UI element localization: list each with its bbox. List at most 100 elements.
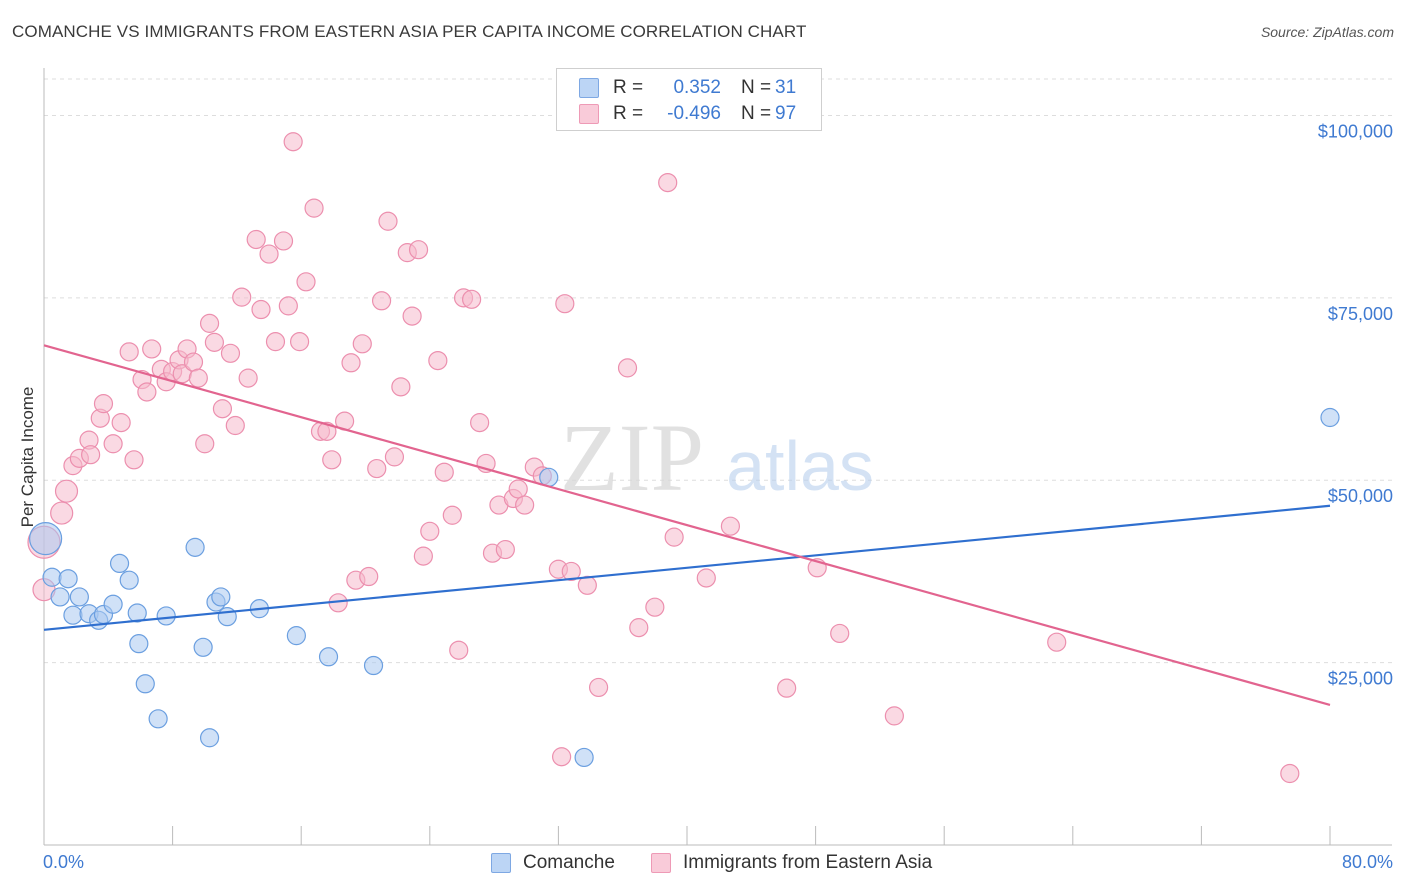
y-axis-label: Per Capita Income [18,386,37,528]
asia-point [461,289,482,309]
comanche-point [211,587,231,607]
watermark-atlas: atlas [726,427,874,505]
asia-point [629,618,649,638]
asia-point [391,377,411,397]
asia-point [188,368,208,388]
asia-point [588,677,609,698]
stats-legend: R = 0.352 N = 31 R = -0.496 N = 97 [556,68,822,131]
asia-point [322,450,342,470]
asia-point [434,462,454,482]
asia-point [470,413,490,433]
asia-point [317,421,337,441]
asia-point [645,597,665,617]
asia-point [183,352,204,372]
x-tick-min: 0.0% [43,852,85,872]
asia-point [195,434,215,454]
r-value: 0.352 [673,77,721,98]
asia-point [238,368,258,388]
asia-point [273,231,294,251]
axes [43,68,1392,846]
y-tick-label: $75,000 [1328,304,1393,324]
comanche-trend-line [43,504,1331,631]
asia-point [884,706,904,726]
asia-point [555,294,575,314]
comanche-swatch [579,78,599,98]
comanche-point [193,637,213,657]
asia-point [720,516,741,536]
asia-point [442,505,462,525]
x-tick-max: 80.0% [1341,852,1393,872]
asia-point [278,296,298,316]
stats-row-comanche: R = 0.352 N = 31 [579,77,796,99]
asia-point [352,334,372,354]
asia-point [696,568,716,588]
comanche-point [109,553,130,574]
asia-point [378,211,398,231]
comanche-point [69,587,89,607]
asia-point [119,342,139,362]
asia-point [359,566,379,587]
asia-point [137,382,157,402]
comanche-point [42,567,62,587]
asia-point [658,172,678,193]
asia-point [1047,632,1067,652]
comanche-point [318,647,339,667]
asia-point [124,450,144,470]
comanche-point [1320,407,1340,428]
comanche-point [363,655,384,676]
asia-point [830,623,850,644]
asia-swatch [579,104,599,124]
asia-point [199,313,220,333]
trend-lines [43,344,1331,706]
asia-point [212,399,233,419]
asia-point [304,198,324,218]
asia-point [296,272,316,292]
r-label: R = [613,103,644,124]
asia-point [251,299,271,320]
watermark-zip: ZIP [560,404,704,511]
asia-trend-line [43,344,1331,706]
asia-point [103,434,123,454]
n-label: N = [741,77,772,98]
legend-label-asia: Immigrants from Eastern Asia [683,852,933,873]
asia-point [367,458,387,479]
watermark: ZIP atlas [560,404,874,511]
asia-point [664,527,684,547]
asia-point [289,332,310,352]
asia-point [111,413,131,433]
asia-point [81,445,101,465]
y-tick-label: $100,000 [1318,121,1393,141]
asia-point [449,640,469,660]
asia-point [384,447,405,467]
comanche-point [119,570,139,590]
legend-item-asia[interactable]: Immigrants from Eastern Asia [651,852,932,874]
asia-point [259,244,279,264]
asia-point [341,353,361,373]
comanche-point [148,709,168,729]
n-value: 31 [775,77,797,98]
asia-point [428,350,448,371]
y-tick-labels: $25,000 $50,000 $75,000 $100,000 [1318,121,1393,688]
asia-point [265,332,286,352]
asia-point [204,332,224,352]
asia-point [54,479,79,503]
asia-point [246,229,266,250]
comanche-point [129,634,149,654]
asia-point [420,521,440,541]
legend-item-comanche[interactable]: Comanche [491,852,615,874]
series-immigrants-eastern-asia [27,132,1300,784]
bottom-legend: Comanche Immigrants from Eastern Asia [0,852,1406,878]
asia-point [561,561,581,582]
comanche-point [156,606,176,626]
stats-row-asia: R = -0.496 N = 97 [579,103,796,125]
n-label: N = [741,103,772,124]
comanche-point [217,607,237,627]
comanche-point [135,674,155,694]
comanche-point [58,569,78,589]
asia-point [93,394,114,414]
asia-point [371,291,392,311]
asia-point [508,479,528,499]
legend-label-comanche: Comanche [523,852,615,873]
asia-point [552,747,572,767]
